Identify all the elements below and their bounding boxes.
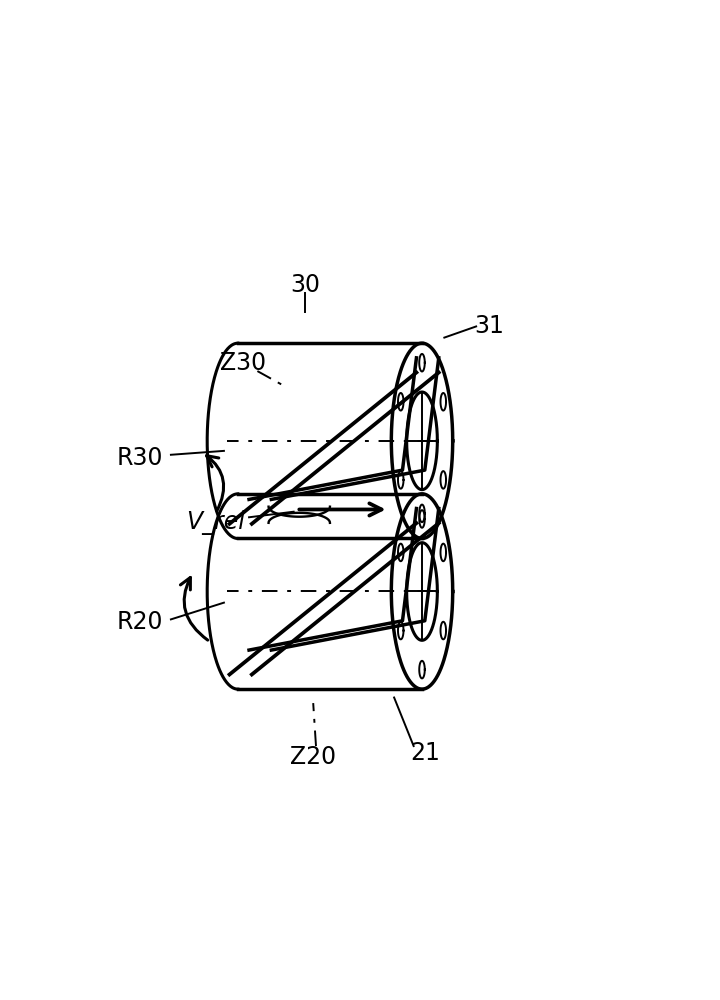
Text: Z30: Z30: [220, 351, 266, 375]
Text: V_rel: V_rel: [186, 510, 245, 535]
Text: R20: R20: [117, 610, 163, 634]
Text: 21: 21: [410, 741, 440, 765]
Text: R30: R30: [117, 446, 163, 470]
Text: Z20: Z20: [290, 745, 336, 769]
Text: 31: 31: [474, 314, 504, 338]
Text: 30: 30: [290, 273, 320, 297]
